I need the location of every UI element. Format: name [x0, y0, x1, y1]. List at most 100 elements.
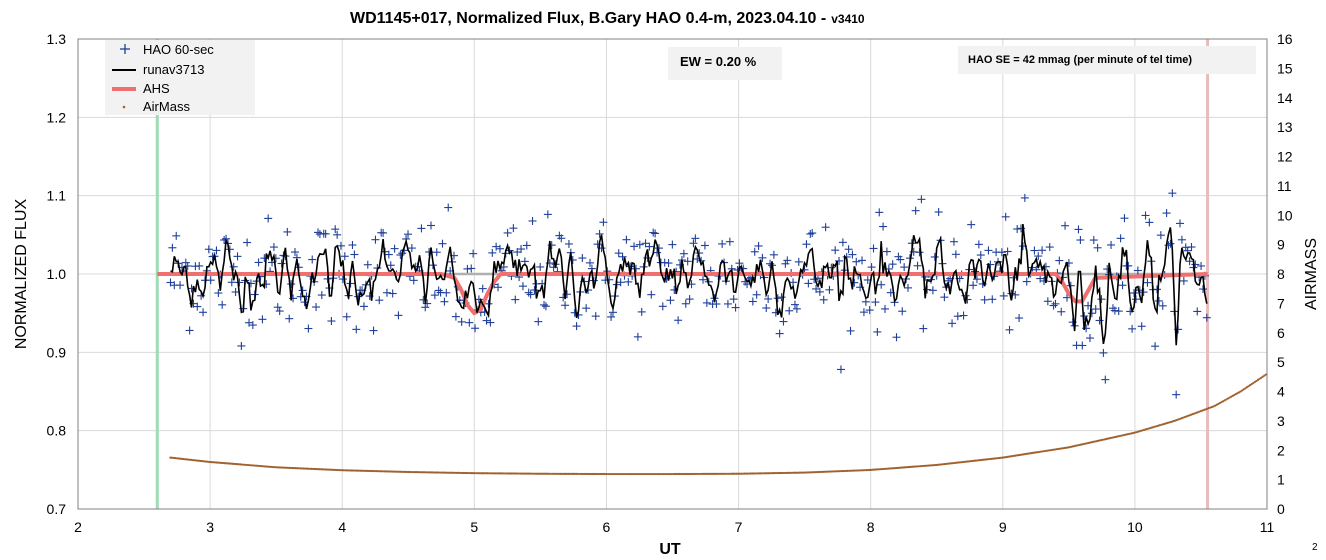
airmass-point — [484, 472, 488, 475]
hao-point — [913, 261, 922, 270]
hao-point — [781, 259, 790, 268]
hao-point — [1001, 212, 1010, 221]
hao-point — [290, 248, 299, 257]
airmass-point — [375, 470, 378, 473]
hao-point — [595, 229, 604, 238]
airmass-point — [400, 470, 404, 473]
hao-point — [1097, 295, 1106, 304]
airmass-point — [326, 468, 329, 471]
airmass-point — [822, 470, 825, 473]
airmass-point — [757, 472, 760, 475]
airmass-point — [984, 458, 987, 461]
airmass-point — [526, 472, 529, 475]
airmass-point — [189, 458, 193, 461]
airmass-point — [370, 469, 373, 473]
hao-point — [482, 316, 491, 325]
airmass-point — [500, 472, 503, 475]
airmass-point — [434, 471, 437, 474]
airmass-point — [695, 472, 698, 476]
airmass-point — [946, 462, 949, 465]
airmass-point — [229, 462, 232, 465]
hao-point — [1107, 240, 1116, 249]
hao-point — [237, 341, 246, 350]
hao-point — [1145, 218, 1154, 227]
airmass-point — [551, 472, 554, 475]
airmass-point — [262, 465, 266, 468]
airmass-point — [331, 468, 334, 471]
hao-point — [172, 231, 181, 240]
hao-point — [934, 208, 943, 217]
hao-point — [394, 311, 403, 320]
hao-point — [1197, 261, 1206, 270]
airmass-point — [644, 472, 648, 476]
hao-point — [528, 216, 537, 225]
airmass-point — [475, 472, 478, 475]
airmass-point — [169, 456, 172, 459]
airmass-point — [372, 469, 375, 473]
airmass-point — [760, 472, 763, 475]
airmass-point — [470, 472, 473, 475]
airmass-point — [591, 472, 594, 476]
airmass-point — [610, 472, 613, 476]
airmass-point — [668, 472, 671, 476]
airmass-point — [183, 458, 186, 461]
hao-point — [494, 283, 503, 292]
airmass-point — [465, 471, 469, 475]
hao-point — [869, 244, 878, 253]
airmass-point — [553, 472, 556, 475]
hao-point — [882, 247, 891, 256]
airmass-point — [683, 472, 686, 476]
airmass-point — [343, 469, 346, 472]
airmass-point — [759, 472, 762, 475]
hao-point — [683, 257, 692, 266]
hao-point — [371, 235, 380, 244]
hao-point — [896, 255, 905, 264]
hao-point — [1022, 277, 1031, 286]
airmass-point — [411, 470, 415, 474]
hao-point — [1130, 288, 1139, 297]
airmass-point — [224, 462, 228, 465]
airmass-point — [278, 466, 281, 469]
airmass-point — [846, 469, 849, 472]
hao-point — [218, 300, 227, 309]
airmass-point — [221, 461, 224, 465]
airmass-point — [237, 463, 240, 466]
ahs-series — [157, 272, 1208, 316]
hao-point — [762, 304, 771, 313]
airmass-point — [649, 472, 652, 476]
airmass-point — [770, 472, 773, 475]
airmass-point — [606, 472, 610, 476]
airmass-point — [358, 469, 361, 472]
hao-point — [712, 299, 721, 308]
hao-point — [1131, 295, 1140, 304]
airmass-point — [480, 472, 483, 475]
airmass-point — [413, 471, 416, 474]
hao-point — [618, 252, 627, 261]
airmass-point — [941, 463, 944, 466]
hao-point — [379, 228, 388, 237]
airmass-point — [275, 466, 278, 469]
airmass-point — [813, 471, 816, 474]
airmass-point — [836, 470, 840, 473]
hao-point — [534, 317, 543, 326]
hao-point — [674, 316, 683, 325]
airmass-point — [816, 470, 819, 474]
hao-point — [723, 299, 732, 308]
airmass-point — [589, 472, 592, 476]
x-tick-label: 2 — [74, 519, 82, 535]
airmass-point — [660, 472, 664, 476]
airmass-point — [572, 472, 575, 475]
airmass-point — [673, 472, 676, 476]
y2-tick-label: 10 — [1277, 207, 1293, 223]
airmass-point — [595, 472, 599, 476]
airmass-point — [396, 470, 399, 473]
airmass-point — [586, 472, 589, 476]
hao-point — [725, 237, 734, 246]
hao-point — [831, 246, 840, 255]
hao-point — [578, 254, 587, 263]
hao-point — [633, 332, 642, 341]
airmass-point — [423, 471, 426, 474]
hao-point — [976, 251, 985, 260]
hao-point — [622, 235, 631, 244]
airmass-point — [657, 472, 660, 476]
